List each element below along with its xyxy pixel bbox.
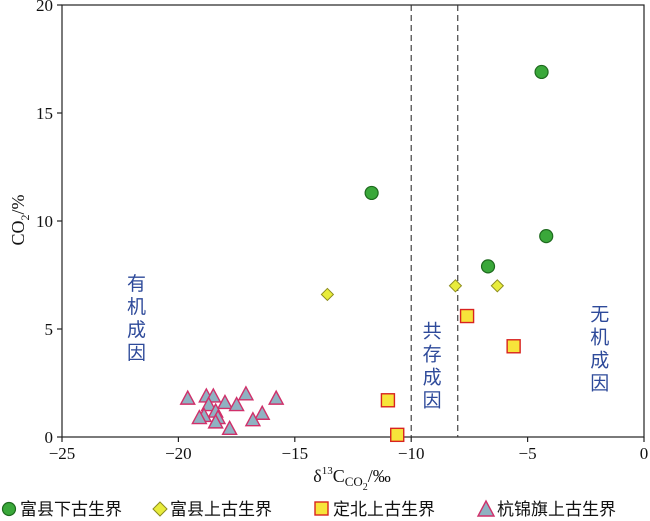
data-point-diamond (448, 279, 463, 293)
x-tick-label: −20 (165, 444, 192, 463)
series-circle (364, 64, 554, 274)
x-tick-label: 0 (640, 444, 649, 463)
region-label-inorganic: 无机成因 (590, 303, 609, 394)
data-point-triangle (207, 413, 224, 429)
y-tick-label: 5 (45, 320, 54, 339)
legend-item-dingbei-upper: 定北上古生界 (314, 500, 435, 520)
data-point-square (390, 427, 405, 443)
axes-layer: −25 −20 −15 −10 −5 0 0 5 10 15 20 (36, 0, 648, 463)
legend-circle-marker (1, 501, 17, 517)
plot-frame (61, 4, 645, 438)
series-triangle (179, 385, 285, 436)
legend-square-marker (314, 501, 329, 516)
y-tick-label: 10 (36, 212, 53, 231)
y-tick-label: 15 (36, 104, 53, 123)
legend-label: 定北上古生界 (333, 500, 435, 520)
data-point-diamond (320, 287, 335, 302)
series-square (380, 308, 521, 443)
data-point-triangle (179, 389, 196, 405)
data-point-triangle (191, 409, 208, 425)
data-point-circle (534, 64, 549, 80)
legend-item-hangjinqi-upper: 杭锦旗上古生界 (476, 499, 616, 520)
data-point-triangle (254, 404, 271, 420)
legend-label: 杭锦旗上古生界 (497, 500, 616, 520)
data-point-circle (539, 229, 554, 244)
data-point-triangle (228, 396, 245, 412)
data-point-square (380, 393, 396, 408)
series-diamond (320, 279, 505, 302)
legend-label: 富县下古生界 (20, 500, 122, 520)
data-point-circle (480, 259, 496, 274)
data-point-square (506, 339, 521, 354)
data-point-triangle (200, 396, 217, 412)
y-axis-title: CO2/% (8, 194, 32, 245)
legend: 富县下古生界 富县上古生界 定北上古生界 杭锦旗上古生界 (1, 499, 616, 520)
divider-lines-layer (410, 5, 459, 437)
legend-label: 富县上古生界 (170, 500, 272, 520)
data-point-triangle (244, 411, 262, 427)
legend-item-fuxian-upper: 富县上古生界 (152, 500, 272, 520)
legend-diamond-marker (152, 501, 168, 517)
data-point-triangle (221, 419, 238, 436)
data-point-circle (364, 185, 379, 201)
legend-item-fuxian-lower: 富县下古生界 (1, 500, 122, 520)
x-tick-label: −25 (49, 444, 76, 463)
data-point-triangle (237, 385, 255, 401)
x-tick-label: −5 (519, 444, 537, 463)
y-tick-label: 20 (36, 0, 53, 15)
region-label-mixed: 共存成因 (423, 321, 442, 412)
data-point-diamond (490, 279, 505, 293)
legend-triangle-marker (476, 499, 496, 517)
x-axis-title: δ13CCO2/‰ (313, 465, 391, 493)
y-tick-label: 0 (45, 428, 54, 447)
data-points-layer (179, 64, 554, 443)
data-point-triangle (216, 393, 234, 410)
x-tick-label: −15 (282, 444, 309, 463)
x-tick-label: −10 (398, 444, 425, 463)
data-point-triangle (268, 389, 285, 405)
data-point-square (459, 308, 475, 324)
region-label-organic: 有机成因 (127, 273, 146, 364)
